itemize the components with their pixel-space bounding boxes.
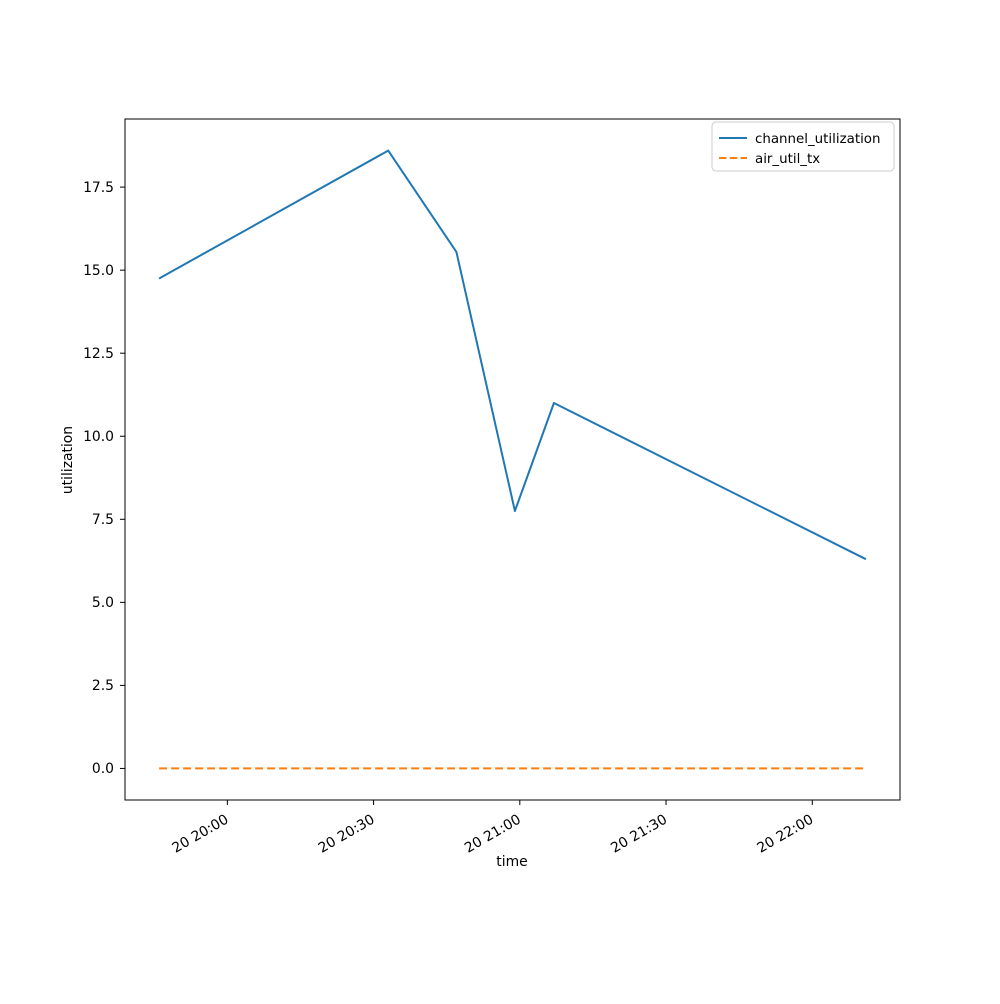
legend-label-channel-utilization: channel_utilization xyxy=(755,132,880,147)
x-axis-label: time xyxy=(496,854,527,870)
x-axis-ticks: 20 20:00 20 20:30 20 21:00 20 21:30 20 22:00 xyxy=(170,800,816,857)
x-tick-label: 20 21:30 xyxy=(608,812,670,857)
plot-series xyxy=(158,149,867,770)
legend-label-air-util-tx: air_util_tx xyxy=(755,152,820,167)
y-tick-label: 10.0 xyxy=(83,429,114,445)
x-tick-label: 20 20:30 xyxy=(316,812,378,857)
y-axis-ticks: 0.0 2.5 5.0 7.5 10.0 12.5 15.0 17.5 xyxy=(83,180,125,777)
y-tick-label: 12.5 xyxy=(83,346,114,362)
legend: channel_utilization air_util_tx xyxy=(711,121,895,172)
x-tick-label: 20 22:00 xyxy=(754,812,816,857)
plot-area xyxy=(124,118,901,801)
y-tick-label: 7.5 xyxy=(92,512,114,528)
x-tick-label: 20 20:00 xyxy=(170,812,232,857)
y-tick-label: 2.5 xyxy=(92,678,114,694)
y-tick-label: 0.0 xyxy=(92,761,114,777)
x-tick-label: 20 21:00 xyxy=(462,812,524,857)
y-tick-label: 5.0 xyxy=(92,595,114,611)
y-tick-label: 15.0 xyxy=(83,263,114,279)
y-axis-label: utilization xyxy=(60,426,76,494)
series-line-channel_utilization xyxy=(158,149,867,561)
y-tick-label: 17.5 xyxy=(83,180,114,196)
legend-box xyxy=(711,121,895,172)
